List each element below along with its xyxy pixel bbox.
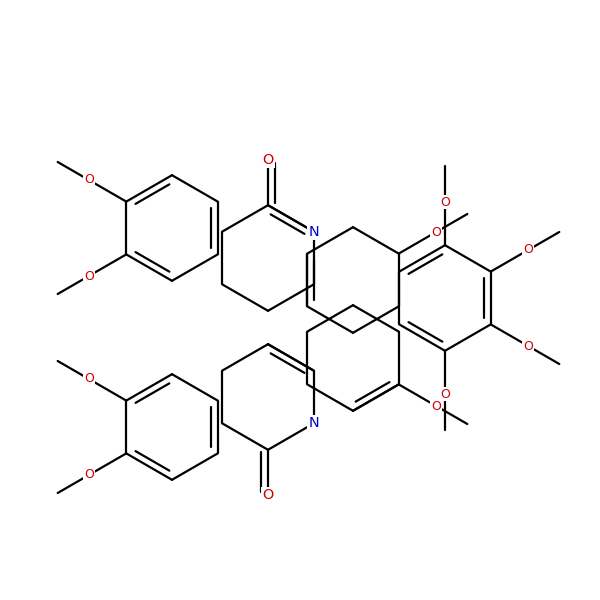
Text: O: O [84, 373, 94, 385]
Text: O: O [431, 226, 441, 238]
Text: O: O [84, 469, 94, 481]
Text: N: N [308, 416, 319, 430]
Text: O: O [84, 173, 94, 187]
Text: O: O [431, 400, 441, 413]
Text: N: N [308, 224, 319, 239]
Text: O: O [440, 196, 450, 208]
Text: O: O [84, 269, 94, 283]
Text: O: O [440, 388, 450, 401]
Text: O: O [523, 244, 533, 256]
Text: O: O [262, 488, 274, 502]
Text: O: O [262, 154, 274, 167]
Text: O: O [523, 340, 533, 353]
